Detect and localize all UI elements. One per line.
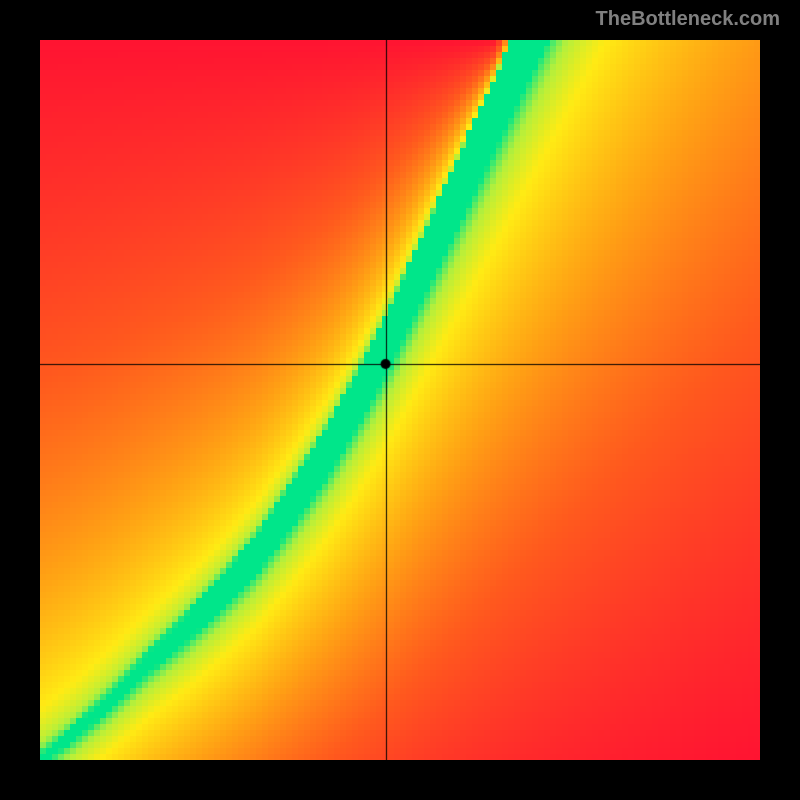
chart-container: TheBottleneck.com <box>0 0 800 800</box>
crosshair-overlay <box>40 40 760 760</box>
watermark-text: TheBottleneck.com <box>596 8 780 31</box>
